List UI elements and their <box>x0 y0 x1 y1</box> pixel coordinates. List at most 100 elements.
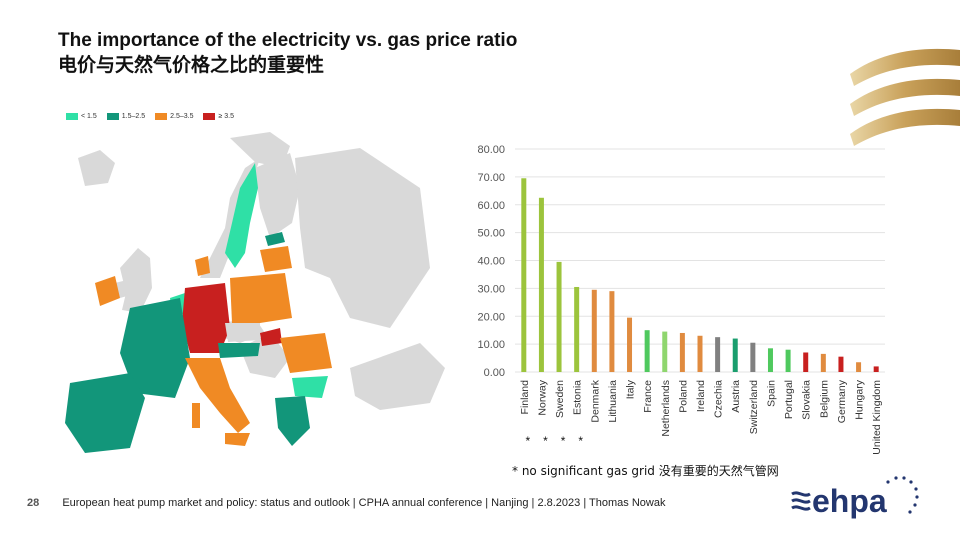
bar-italy <box>627 317 633 372</box>
bar-spain <box>767 348 773 372</box>
footer-text: European heat pump market and policy: st… <box>62 497 666 509</box>
map-region-poland <box>230 273 292 323</box>
bar-sweden <box>556 261 562 372</box>
x-tick-label: Austria <box>730 380 742 413</box>
map-region-romania <box>280 333 332 373</box>
bar-portugal <box>785 349 791 372</box>
x-tick-label: Lithuania <box>607 380 619 423</box>
bar-germany <box>838 356 844 372</box>
bar-poland <box>679 332 685 372</box>
bar-france <box>644 330 650 372</box>
y-tick-label: 60.00 <box>477 200 505 212</box>
map-region-germany <box>182 283 230 353</box>
map-legend: < 1.5 1.5–2.5 2.5–3.5 ≥ 3.5 <box>66 113 234 120</box>
bar-switzerland <box>750 342 756 372</box>
x-tick-label: Czechia <box>713 380 725 418</box>
bar-finland <box>521 178 527 372</box>
price-ratio-bar-chart: 0.00 10.00 20.00 30.00 40.00 50.00 60.00 70.00 8… <box>477 144 885 455</box>
map-region-bulgaria <box>292 376 328 398</box>
map-region-sweden <box>225 163 258 268</box>
page-title-chinese: 电价与天然气价格之比的重要性 <box>58 54 325 76</box>
legend-swatch <box>155 113 168 120</box>
map-region-baltics <box>260 246 292 272</box>
bar-united-kingdom <box>873 366 879 372</box>
bar-austria <box>732 338 738 372</box>
y-tick-label: 70.00 <box>477 172 505 184</box>
map-region-estonia <box>265 232 285 246</box>
x-tick-label: Sweden <box>554 380 566 418</box>
legend-item: 1.5–2.5 <box>106 113 145 120</box>
x-tick-label: Netherlands <box>660 380 672 437</box>
map-region-ireland <box>95 276 120 306</box>
asterisk-mark: * <box>578 434 583 448</box>
bar-denmark <box>591 289 597 372</box>
x-tick-label: Estonia <box>572 380 584 415</box>
ehpa-logo: ehpa <box>791 476 919 519</box>
map-region-sardinia <box>192 403 200 428</box>
footer: 28 European heat pump market and policy:… <box>27 497 665 509</box>
logo-text: ehpa <box>812 483 887 519</box>
x-tick-label: Spain <box>765 380 777 407</box>
map-region-czechia <box>225 323 260 342</box>
legend-item: ≥ 3.5 <box>203 113 234 120</box>
map-region-arctic <box>230 132 290 168</box>
x-tick-label: Finland <box>519 380 531 415</box>
x-tick-label: Norway <box>536 379 548 415</box>
x-tick-label: France <box>642 380 654 413</box>
legend-swatch <box>66 113 78 120</box>
x-tick-label: Portugal <box>783 380 795 419</box>
footnote: * no significant gas grid 没有重要的天然气管网 <box>512 464 779 478</box>
y-tick-label: 50.00 <box>477 228 505 240</box>
legend-swatch <box>203 113 216 120</box>
map-region-east <box>295 148 430 328</box>
y-tick-label: 20.00 <box>477 311 505 323</box>
y-tick-label: 30.00 <box>477 283 505 295</box>
y-tick-label: 80.00 <box>477 144 505 156</box>
legend-item: 2.5–3.5 <box>155 113 193 120</box>
map-region-turkey <box>350 343 445 410</box>
x-tick-label: Poland <box>677 380 689 413</box>
asterisk-mark: * <box>525 434 530 448</box>
map-region-denmark <box>195 256 210 276</box>
logo-stars <box>886 476 919 514</box>
map-region-iberia <box>65 373 145 453</box>
page-title: The importance of the electricity vs. ga… <box>58 30 518 51</box>
map-region-uk <box>120 248 152 313</box>
map-region-finland-area <box>255 153 300 238</box>
y-tick-label: 40.00 <box>477 256 505 268</box>
map-region-slovakia <box>260 328 282 346</box>
map-region-sicily <box>225 433 250 446</box>
x-tick-label: United Kingdom <box>871 380 883 455</box>
bar-estonia <box>574 286 580 372</box>
bar-slovakia <box>803 352 809 372</box>
x-tick-label: Switzerland <box>748 380 760 434</box>
europe-map <box>65 132 445 453</box>
gold-swoosh-decoration <box>850 48 960 146</box>
asterisk-mark: * <box>543 434 548 448</box>
x-tick-label: Slovakia <box>801 380 813 420</box>
bar-hungary <box>856 362 862 372</box>
x-tick-label: Ireland <box>695 380 707 412</box>
map-region-greece <box>275 396 310 446</box>
x-tick-label: Belgium <box>818 380 830 418</box>
bar-lithuania <box>609 291 615 372</box>
legend-item: < 1.5 <box>66 113 97 120</box>
bar-norway <box>538 197 544 372</box>
y-tick-label: 0.00 <box>484 367 505 379</box>
x-tick-label: Denmark <box>589 379 601 422</box>
x-tick-label: Italy <box>625 379 637 399</box>
bar-ireland <box>697 335 703 372</box>
x-tick-label: Germany <box>836 379 848 423</box>
map-region-austria <box>218 343 260 358</box>
map-region-iceland <box>78 150 115 186</box>
page-number: 28 <box>27 497 40 509</box>
y-tick-label: 10.00 <box>477 339 505 351</box>
legend-swatch <box>106 113 119 120</box>
x-tick-label: Hungary <box>854 379 866 419</box>
map-region-france <box>120 298 190 398</box>
map-region-italy <box>185 358 250 433</box>
bar-netherlands <box>662 331 668 372</box>
bar-czechia <box>715 337 721 372</box>
bar-belgium <box>820 353 826 372</box>
asterisk-mark: * <box>561 434 566 448</box>
